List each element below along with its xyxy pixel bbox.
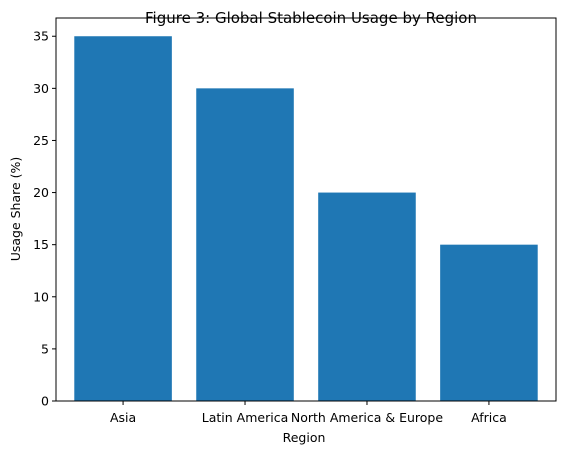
- x-tick-label: North America & Europe: [291, 410, 443, 425]
- x-tick-label: Africa: [471, 410, 507, 425]
- y-tick-label: 30: [33, 81, 49, 96]
- bar-north-america-europe: [318, 193, 416, 401]
- y-tick-label: 0: [41, 394, 49, 409]
- y-axis-title: Usage Share (%): [8, 157, 23, 262]
- x-axis-title: Region: [283, 430, 326, 445]
- bar-asia: [74, 36, 172, 401]
- y-tick-label: 25: [33, 133, 49, 148]
- y-tick-label: 20: [33, 185, 49, 200]
- y-tick-label: 5: [41, 341, 49, 356]
- y-tick-label: 35: [33, 29, 49, 44]
- bar-latin-america: [196, 88, 294, 401]
- bar-africa: [440, 245, 538, 401]
- x-tick-label: Latin America: [202, 410, 288, 425]
- x-tick-label: Asia: [110, 410, 136, 425]
- plot-area: 0 5 10 15 20 25 30 35 Asia Latin America North Ame…: [33, 29, 538, 425]
- y-tick-label: 15: [33, 237, 49, 252]
- y-tick-label: 10: [33, 289, 49, 304]
